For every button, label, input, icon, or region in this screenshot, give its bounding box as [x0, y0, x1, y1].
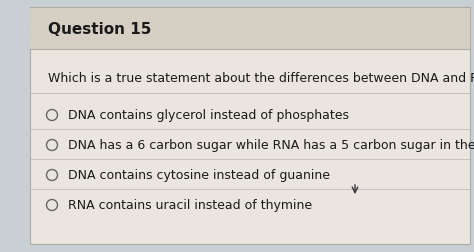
FancyBboxPatch shape	[30, 8, 470, 50]
Text: Which is a true statement about the differences between DNA and RNA?: Which is a true statement about the diff…	[48, 71, 474, 84]
Text: DNA has a 6 carbon sugar while RNA has a 5 carbon sugar in their nucleotides: DNA has a 6 carbon sugar while RNA has a…	[68, 139, 474, 152]
Text: Question 15: Question 15	[48, 21, 151, 36]
Text: DNA contains glycerol instead of phosphates: DNA contains glycerol instead of phospha…	[68, 109, 349, 122]
Text: RNA contains uracil instead of thymine: RNA contains uracil instead of thymine	[68, 199, 312, 212]
FancyBboxPatch shape	[30, 8, 470, 244]
Text: DNA contains cytosine instead of guanine: DNA contains cytosine instead of guanine	[68, 169, 330, 182]
